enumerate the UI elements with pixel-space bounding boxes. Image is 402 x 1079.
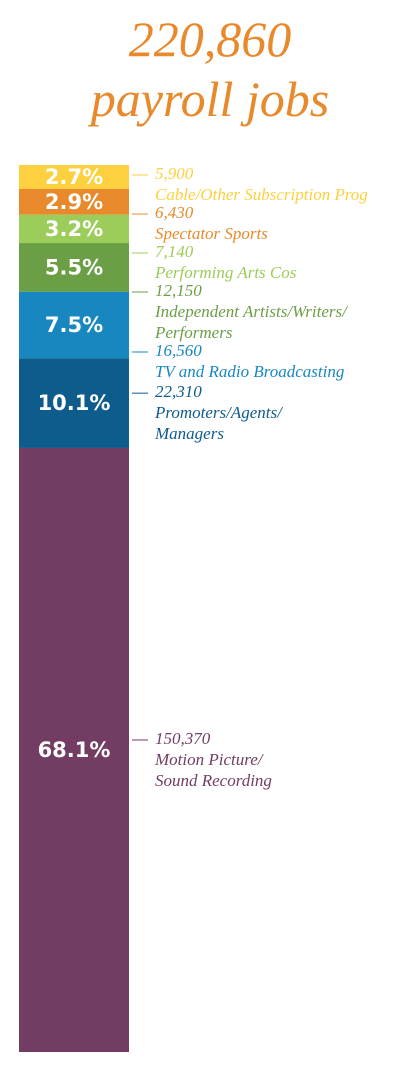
bar-segment — [19, 188, 129, 215]
value-label: 5.5% — [45, 255, 103, 279]
bar-segment — [19, 291, 129, 359]
count-label: 7,140 — [155, 242, 194, 261]
category-label-line: Performers — [154, 323, 233, 342]
category-label: Cable/Other Subscription Prog — [155, 185, 368, 204]
value-label: 2.7% — [45, 165, 103, 189]
count-label: 22,310 — [155, 382, 202, 401]
value-label: 3.2% — [45, 217, 103, 241]
count-label: 150,370 — [155, 729, 211, 748]
bar-segment — [19, 214, 129, 244]
category-label-line: Motion Picture/ — [154, 750, 265, 769]
category-label: Independent Artists/Writers/Performers — [154, 302, 349, 342]
chart-title: payroll jobs — [88, 71, 329, 127]
category-label: TV and Radio Broadcasting — [155, 362, 344, 381]
count-label: 12,150 — [155, 281, 202, 300]
count-label: 16,560 — [155, 341, 202, 360]
bar-segment — [19, 358, 129, 448]
category-label: Promoters/Agents/Managers — [154, 403, 284, 443]
category-label: Motion Picture/Sound Recording — [154, 750, 272, 790]
category-label-line: Managers — [154, 424, 224, 443]
bar-segment — [19, 243, 129, 292]
count-label: 5,900 — [155, 164, 194, 183]
value-label: 2.9% — [45, 190, 103, 214]
category-label: Performing Arts Cos — [154, 263, 297, 282]
category-label-line: Sound Recording — [155, 771, 272, 790]
chart-title: 220,860 — [129, 11, 292, 67]
bar-segment — [19, 447, 129, 1052]
category-label-line: Promoters/Agents/ — [154, 403, 284, 422]
value-label: 68.1% — [38, 738, 111, 762]
value-label: 7.5% — [45, 313, 103, 337]
category-label: Spectator Sports — [155, 224, 268, 243]
count-label: 6,430 — [155, 203, 194, 222]
bar-segment — [19, 165, 129, 189]
value-label: 10.1% — [38, 391, 111, 415]
category-label-line: Independent Artists/Writers/ — [154, 302, 349, 321]
